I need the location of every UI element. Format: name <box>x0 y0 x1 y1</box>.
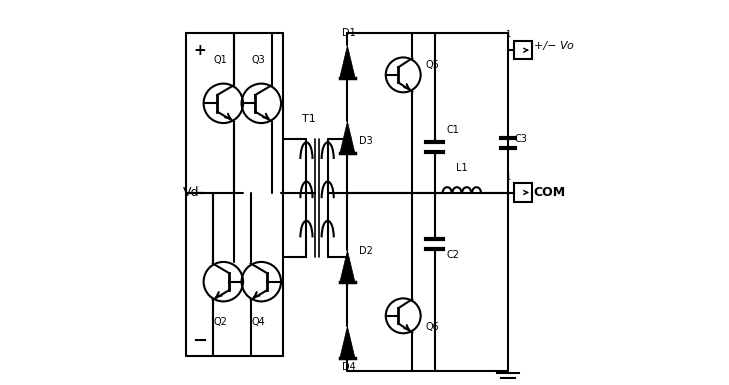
Text: Q6: Q6 <box>425 322 439 332</box>
Text: 1: 1 <box>505 30 510 39</box>
Text: C3: C3 <box>514 134 527 144</box>
Text: Q5: Q5 <box>425 60 439 70</box>
Text: D3: D3 <box>359 136 373 146</box>
Polygon shape <box>340 326 355 358</box>
Polygon shape <box>340 46 355 77</box>
Polygon shape <box>340 122 355 153</box>
Text: L1: L1 <box>456 163 467 173</box>
Text: COM: COM <box>534 186 566 199</box>
Bar <box>514 41 532 59</box>
Text: Q1: Q1 <box>214 55 227 65</box>
Text: +/− Vo: +/− Vo <box>534 42 574 52</box>
Text: C2: C2 <box>446 250 459 260</box>
Polygon shape <box>340 251 355 283</box>
Text: +: + <box>193 43 206 58</box>
Text: −: − <box>192 331 207 350</box>
Text: D2: D2 <box>359 246 373 256</box>
Text: T1: T1 <box>302 114 316 124</box>
Text: Q3: Q3 <box>252 55 265 65</box>
Text: Vd: Vd <box>183 186 200 199</box>
Text: Q2: Q2 <box>214 316 227 326</box>
Text: Q4: Q4 <box>252 316 265 326</box>
Text: D1: D1 <box>343 28 356 38</box>
Text: D4: D4 <box>343 362 356 372</box>
Text: C1: C1 <box>446 125 459 135</box>
Bar <box>514 183 532 202</box>
Text: 1: 1 <box>505 173 510 182</box>
